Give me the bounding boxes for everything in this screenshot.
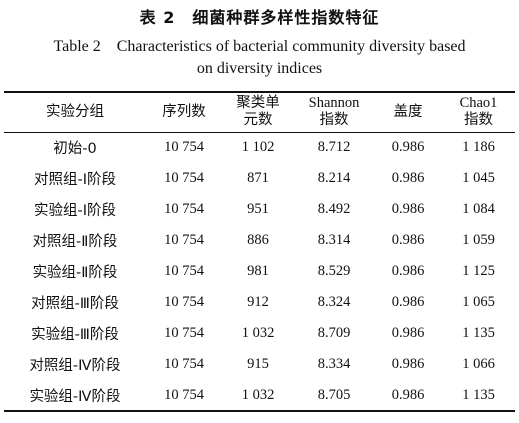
- cell-sequences: 10 754: [164, 325, 204, 341]
- column-header-line: 实验分组: [46, 103, 104, 120]
- table-row: 实验组-Ⅰ阶段 10 754 951 8.492 0.986 1 084: [4, 194, 515, 225]
- cell-coverage: 0.986: [391, 386, 425, 403]
- column-header-coverage: 盖度: [374, 92, 442, 132]
- cell-sequences: 10 754: [164, 263, 204, 279]
- cell-shannon: 8.529: [317, 263, 351, 279]
- column-header-line: Chao1: [459, 95, 498, 112]
- column-header-line: 序列数: [162, 103, 206, 120]
- table-title-english: Table 2 Characteristics of bacterial com…: [0, 36, 519, 80]
- cell-coverage: 0.986: [391, 232, 425, 248]
- cell-otu-count: 1 032: [241, 386, 275, 403]
- column-header-line: 盖度: [393, 103, 423, 120]
- cell-chao1: 1 135: [462, 325, 495, 341]
- cell-shannon: 8.214: [317, 170, 351, 186]
- cell-coverage: 0.986: [391, 356, 425, 372]
- table-title-chinese: 表 2 细菌种群多样性指数特征: [139, 8, 380, 27]
- cell-coverage: 0.986: [391, 325, 425, 341]
- column-header-shannon: Shannon 指数: [294, 92, 374, 132]
- cell-chao1: 1 059: [462, 232, 495, 248]
- column-header-chao1: Chao1 指数: [442, 92, 515, 132]
- cell-group: 实验组-Ⅰ阶段: [33, 203, 116, 219]
- cell-otu-count: 1 032: [241, 325, 275, 341]
- cell-group: 初始-0: [53, 141, 97, 158]
- cell-chao1: 1 135: [462, 386, 495, 403]
- cell-group: 实验组-Ⅲ阶段: [31, 327, 119, 343]
- cell-shannon: 8.492: [317, 201, 351, 217]
- cell-coverage: 0.986: [391, 139, 425, 156]
- table-row: 实验组-Ⅳ阶段 10 754 1 032 8.705 0.986 1 135: [4, 380, 515, 411]
- cell-sequences: 10 754: [164, 170, 204, 186]
- table-row: 对照组-Ⅰ阶段 10 754 871 8.214 0.986 1 045: [4, 163, 515, 194]
- cell-coverage: 0.986: [391, 294, 425, 310]
- cell-sequences: 10 754: [164, 294, 204, 310]
- column-header-group: 实验分组: [4, 92, 146, 132]
- cell-chao1: 1 084: [462, 201, 495, 217]
- column-header-line: Shannon: [308, 95, 360, 112]
- cell-shannon: 8.705: [317, 386, 351, 403]
- column-header-line: 元数: [243, 112, 273, 129]
- table-header: 实验分组 序列数 聚类单 元数 Shannon 指数 盖度 Chao1 指数: [4, 92, 515, 132]
- cell-otu-count: 912: [247, 294, 269, 310]
- column-header-line: 指数: [319, 112, 349, 129]
- table-title-english-line2: on diversity indices: [196, 60, 323, 77]
- table-row: 对照组-Ⅲ阶段 10 754 912 8.324 0.986 1 065: [4, 287, 515, 318]
- cell-group: 实验组-Ⅳ阶段: [29, 388, 121, 405]
- cell-shannon: 8.314: [317, 232, 351, 248]
- cell-shannon: 8.334: [317, 356, 351, 372]
- cell-otu-count: 871: [247, 170, 269, 186]
- cell-otu-count: 1 102: [241, 139, 275, 156]
- column-header-sequences: 序列数: [146, 92, 222, 132]
- diversity-table: 实验分组 序列数 聚类单 元数 Shannon 指数 盖度 Chao1 指数 初始-0 10 75…: [4, 91, 515, 412]
- column-header-line: 指数: [464, 112, 493, 129]
- table-body: 初始-0 10 754 1 102 8.712 0.986 1 186 对照组-Ⅰ阶段 10 …: [4, 132, 515, 411]
- cell-group: 对照组-Ⅰ阶段: [33, 172, 116, 188]
- table-row: 对照组-Ⅱ阶段 10 754 886 8.314 0.986 1 059: [4, 225, 515, 256]
- cell-coverage: 0.986: [391, 170, 425, 186]
- cell-otu-count: 886: [247, 232, 269, 248]
- cell-group: 对照组-Ⅲ阶段: [31, 296, 119, 312]
- cell-coverage: 0.986: [391, 263, 425, 279]
- cell-shannon: 8.712: [317, 139, 351, 156]
- cell-chao1: 1 066: [462, 356, 495, 372]
- cell-otu-count: 981: [247, 263, 269, 279]
- table-title-english-line1: Table 2 Characteristics of bacterial com…: [53, 38, 466, 55]
- cell-shannon: 8.709: [317, 325, 351, 341]
- cell-chao1: 1 125: [462, 263, 495, 279]
- cell-sequences: 10 754: [164, 356, 204, 372]
- cell-group: 实验组-Ⅱ阶段: [32, 265, 118, 281]
- cell-chao1: 1 065: [462, 294, 495, 310]
- cell-chao1: 1 045: [462, 170, 495, 186]
- cell-otu-count: 915: [247, 356, 269, 372]
- cell-group: 对照组-Ⅳ阶段: [29, 358, 121, 374]
- cell-sequences: 10 754: [164, 232, 204, 248]
- cell-sequences: 10 754: [164, 201, 204, 217]
- table-row: 对照组-Ⅳ阶段 10 754 915 8.334 0.986 1 066: [4, 349, 515, 380]
- cell-otu-count: 951: [247, 201, 269, 217]
- table-row: 实验组-Ⅲ阶段 10 754 1 032 8.709 0.986 1 135: [4, 318, 515, 349]
- cell-shannon: 8.324: [317, 294, 351, 310]
- cell-chao1: 1 186: [462, 139, 495, 156]
- cell-group: 对照组-Ⅱ阶段: [32, 234, 118, 250]
- column-header-otu-count: 聚类单 元数: [222, 92, 294, 132]
- cell-sequences: 10 754: [164, 139, 204, 156]
- header-row: 实验分组 序列数 聚类单 元数 Shannon 指数 盖度 Chao1 指数: [4, 92, 515, 132]
- cell-coverage: 0.986: [391, 201, 425, 217]
- table-row: 初始-0 10 754 1 102 8.712 0.986 1 186: [4, 132, 515, 163]
- column-header-line: 聚类单: [236, 95, 280, 112]
- cell-sequences: 10 754: [164, 386, 204, 403]
- table-row: 实验组-Ⅱ阶段 10 754 981 8.529 0.986 1 125: [4, 256, 515, 287]
